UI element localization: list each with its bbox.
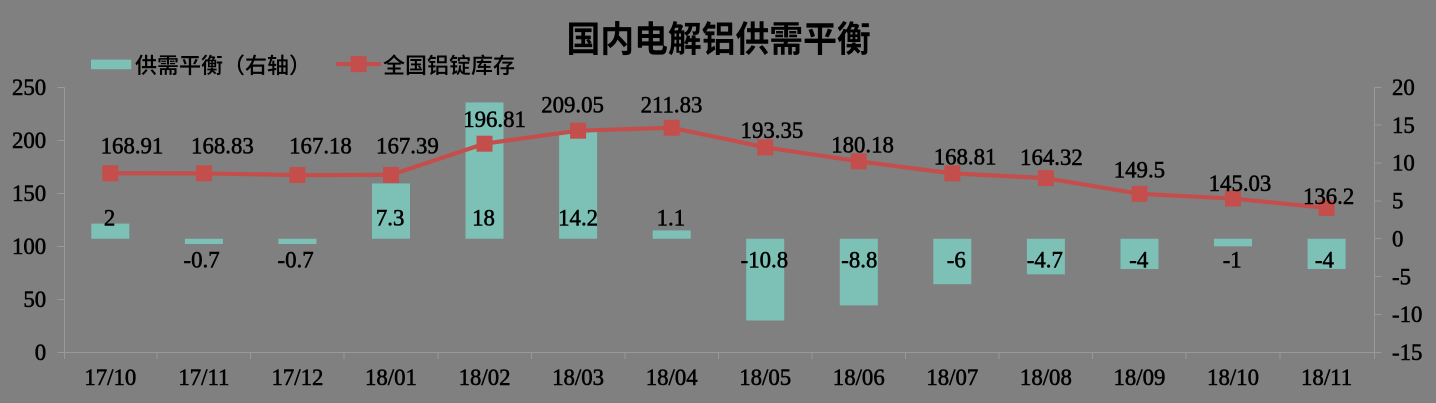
svg-text:18/05: 18/05 — [739, 365, 791, 390]
svg-text:167.39: 167.39 — [376, 133, 439, 158]
svg-text:209.05: 209.05 — [541, 92, 604, 117]
svg-text:-4: -4 — [1315, 248, 1335, 273]
svg-text:7.3: 7.3 — [376, 206, 405, 231]
svg-text:-6: -6 — [947, 248, 966, 273]
svg-text:200: 200 — [12, 128, 46, 153]
svg-text:18/01: 18/01 — [365, 365, 417, 390]
svg-text:5: 5 — [1392, 189, 1403, 214]
svg-text:18/02: 18/02 — [459, 365, 511, 390]
svg-text:15: 15 — [1392, 113, 1415, 138]
svg-text:17/12: 17/12 — [271, 365, 323, 390]
svg-text:18: 18 — [472, 206, 495, 231]
svg-text:18/03: 18/03 — [552, 365, 604, 390]
svg-text:18/06: 18/06 — [833, 365, 885, 390]
svg-text:-1: -1 — [1223, 248, 1242, 273]
svg-text:180.18: 180.18 — [831, 132, 894, 157]
svg-text:18/10: 18/10 — [1207, 365, 1259, 390]
svg-text:136.2: 136.2 — [1303, 184, 1354, 209]
svg-text:18/07: 18/07 — [926, 365, 978, 390]
svg-text:-10: -10 — [1392, 302, 1422, 327]
svg-text:20: 20 — [1392, 75, 1415, 100]
svg-text:250: 250 — [12, 75, 46, 100]
svg-text:149.5: 149.5 — [1114, 157, 1165, 182]
svg-text:18/04: 18/04 — [646, 365, 699, 390]
svg-text:1.1: 1.1 — [657, 206, 686, 231]
svg-text:-15: -15 — [1392, 340, 1422, 365]
svg-text:2: 2 — [104, 206, 115, 231]
svg-text:168.91: 168.91 — [101, 133, 164, 158]
svg-text:150: 150 — [12, 181, 46, 206]
svg-text:-8.8: -8.8 — [841, 248, 877, 273]
svg-text:211.83: 211.83 — [641, 92, 703, 117]
svg-text:17/10: 17/10 — [84, 365, 136, 390]
svg-text:100: 100 — [12, 234, 46, 259]
svg-text:193.35: 193.35 — [741, 118, 804, 143]
svg-text:18/11: 18/11 — [1301, 365, 1352, 390]
svg-text:167.18: 167.18 — [289, 133, 352, 158]
svg-text:168.83: 168.83 — [191, 133, 254, 158]
svg-text:18/09: 18/09 — [1113, 365, 1165, 390]
svg-text:168.81: 168.81 — [934, 144, 997, 169]
svg-text:17/11: 17/11 — [178, 365, 229, 390]
svg-text:0: 0 — [35, 340, 46, 365]
svg-text:145.03: 145.03 — [1209, 171, 1272, 196]
svg-text:-10.8: -10.8 — [741, 248, 789, 273]
svg-text:-4.7: -4.7 — [1027, 248, 1063, 273]
svg-text:164.32: 164.32 — [1020, 145, 1083, 170]
svg-text:50: 50 — [23, 287, 46, 312]
svg-text:-5: -5 — [1392, 264, 1411, 289]
svg-text:18/08: 18/08 — [1020, 365, 1072, 390]
svg-text:-4: -4 — [1129, 248, 1149, 273]
svg-text:-0.7: -0.7 — [278, 248, 314, 273]
svg-text:14.2: 14.2 — [558, 206, 598, 231]
svg-text:196.81: 196.81 — [463, 107, 526, 132]
svg-text:10: 10 — [1392, 151, 1415, 176]
svg-text:0: 0 — [1392, 226, 1403, 251]
svg-text:-0.7: -0.7 — [184, 248, 220, 273]
